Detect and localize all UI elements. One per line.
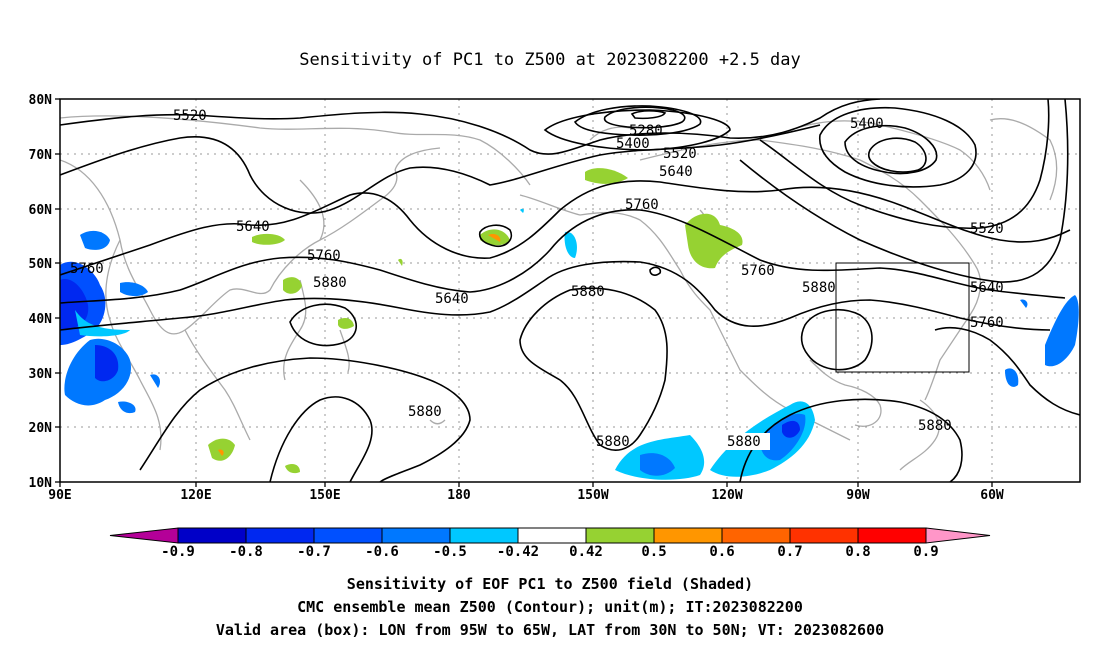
contour-label: 5760 xyxy=(70,261,104,277)
contour-label: 5400 xyxy=(850,116,884,132)
colorbar-swatch xyxy=(449,527,519,544)
contour-label: 5520 xyxy=(173,108,207,124)
colorbar-tick-label: 0.6 xyxy=(709,544,735,560)
contour-label: 5880 xyxy=(918,418,952,434)
colorbar-tick-label: 0.7 xyxy=(777,544,803,560)
colorbar-swatch xyxy=(313,527,383,544)
colorbar-tick-label: -0.7 xyxy=(297,544,331,560)
lon-label: 90W xyxy=(846,488,870,503)
colorbar-swatch xyxy=(517,527,587,544)
colorbar-tick-label: 0.8 xyxy=(845,544,871,560)
colorbar-tick-label: -0.8 xyxy=(229,544,263,560)
colorbar-max-arrow xyxy=(925,527,991,544)
lat-label: 20N xyxy=(29,421,53,436)
lat-label: 70N xyxy=(29,148,53,163)
caption-valid-area: Valid area (box): LON from 95W to 65W, L… xyxy=(215,621,885,639)
lon-label: 60W xyxy=(980,488,1004,503)
contour-label: 5280 xyxy=(629,123,663,139)
contour-label: 5760 xyxy=(970,315,1004,331)
valid-area-box xyxy=(835,262,970,373)
contour-label: 5520 xyxy=(970,221,1004,237)
contour-label: 5880 xyxy=(313,275,347,291)
axis-ticks xyxy=(55,98,993,487)
lat-label: 60N xyxy=(29,203,53,218)
lon-label: 120W xyxy=(711,488,742,503)
contour-label: 5880 xyxy=(727,434,761,450)
colorbar-swatch xyxy=(789,527,859,544)
contour-label: 5640 xyxy=(970,280,1004,296)
contour-label: 5760 xyxy=(741,263,775,279)
contour-label: 5880 xyxy=(596,434,630,450)
z500-contours xyxy=(60,99,1080,482)
lon-label: 150E xyxy=(309,488,340,503)
plot-frame xyxy=(59,98,1081,483)
contour-label: 5880 xyxy=(571,284,605,300)
caption-shaded: Sensitivity of EOF PC1 to Z500 field (Sh… xyxy=(346,575,754,593)
caption-contour: CMC ensemble mean Z500 (Contour); unit(m… xyxy=(297,598,803,616)
colorbar-tick-label: -0.5 xyxy=(433,544,467,560)
colorbar-tick-label: 0.5 xyxy=(641,544,667,560)
lon-label: 150W xyxy=(577,488,608,503)
contour-label: 5760 xyxy=(625,197,659,213)
lon-label: 180 xyxy=(447,488,471,503)
contour-label: 5880 xyxy=(408,404,442,420)
map-title: Sensitivity of PC1 to Z500 at 2023082200… xyxy=(299,50,801,70)
colorbar-swatch xyxy=(245,527,315,544)
lon-label: 120E xyxy=(180,488,211,503)
lat-label: 10N xyxy=(29,476,53,491)
contour-label: 5640 xyxy=(435,291,469,307)
colorbar-swatch xyxy=(857,527,927,544)
lat-label: 50N xyxy=(29,257,53,272)
coastlines xyxy=(60,115,1058,471)
contour-label: 5520 xyxy=(663,146,697,162)
colorbar-tick-label: -0.9 xyxy=(161,544,195,560)
colorbar xyxy=(109,527,991,544)
lon-label: 90E xyxy=(48,488,71,503)
colorbar-tick-label: 0.42 xyxy=(569,544,603,560)
colorbar-tick-label: -0.6 xyxy=(365,544,399,560)
colorbar-min-arrow xyxy=(109,527,179,544)
colorbar-swatch xyxy=(721,527,791,544)
contour-label: 5880 xyxy=(802,280,836,296)
lat-label: 30N xyxy=(29,367,53,382)
colorbar-swatch xyxy=(653,527,723,544)
colorbar-tick-label: -0.42 xyxy=(496,544,540,560)
colorbar-tick-label: 0.9 xyxy=(913,544,939,560)
contour-labels: 5520 5280 5400 5400 5520 5640 5640 5760 … xyxy=(70,108,1004,450)
colorbar-swatch xyxy=(585,527,655,544)
colorbar-swatch xyxy=(177,527,247,544)
contour-label: 5640 xyxy=(236,219,270,235)
lat-label: 40N xyxy=(29,312,53,327)
contour-label: 5640 xyxy=(659,164,693,180)
lat-label: 80N xyxy=(29,93,53,108)
latitude-labels: 80N 70N 60N 50N 40N 30N 20N 10N xyxy=(29,93,53,491)
longitude-labels: 90E 120E 150E 180 150W 120W 90W 60W xyxy=(48,488,1004,503)
contour-label: 5400 xyxy=(616,136,650,152)
colorbar-swatch xyxy=(381,527,451,544)
contour-label: 5760 xyxy=(307,248,341,264)
